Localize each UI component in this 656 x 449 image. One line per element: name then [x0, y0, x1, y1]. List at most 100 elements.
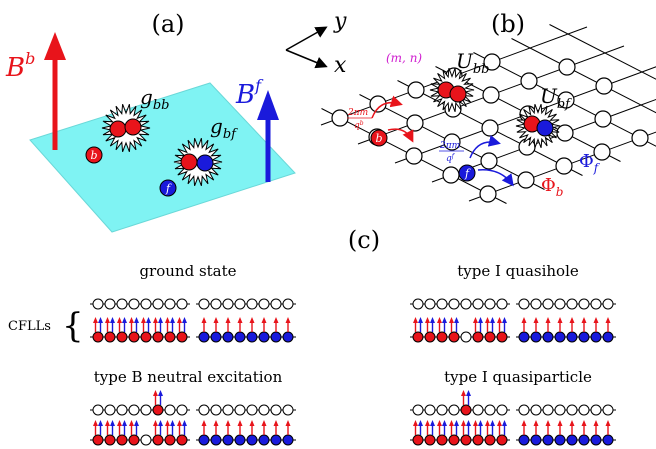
empty-orbital [578, 298, 590, 310]
flux-arrowhead [134, 317, 139, 323]
flux-arrowhead [105, 420, 110, 426]
flux-arrowhead [557, 317, 563, 323]
occupied-orbital [152, 404, 164, 416]
flux-arrowhead [122, 317, 127, 323]
flux-arrowhead [502, 420, 507, 426]
boson-letter: b [375, 132, 382, 145]
fermion-orbital [246, 434, 258, 446]
flux-arrowhead [182, 420, 187, 426]
boson-orbital [424, 434, 436, 446]
fermion-orbital [602, 331, 614, 343]
flux-arrowhead [485, 317, 490, 323]
boson-orbital [92, 434, 104, 446]
lattice-site [443, 133, 461, 151]
hop-f-arrow-1 [469, 135, 501, 159]
boson-particle [124, 118, 142, 136]
boson-orbital [104, 331, 116, 343]
x-axis-label: x [334, 53, 347, 78]
flux-arrowhead [473, 317, 478, 323]
empty-orbital [412, 404, 424, 416]
empty-orbital [530, 298, 542, 310]
fermion-orbital [198, 434, 210, 446]
cflls-label: CFLLs [8, 319, 51, 334]
flux-arrowhead [165, 420, 170, 426]
hop-b-phase: 2πm qb [347, 108, 372, 131]
flux-arrowhead [437, 317, 442, 323]
empty-orbital [258, 404, 270, 416]
fermion-orbital [566, 434, 578, 446]
boson-orbital [496, 434, 508, 446]
phi-b-label: Φb [541, 175, 563, 199]
fermion-orbital [210, 331, 222, 343]
flux-arrowhead [581, 317, 587, 323]
boson-orbital [472, 434, 484, 446]
panel-c-tag: (c) [348, 226, 380, 254]
boson-orbital [496, 331, 508, 343]
empty-orbital [198, 404, 210, 416]
flux-arrowhead [158, 420, 163, 426]
lattice-site [482, 86, 500, 104]
empty-orbital [554, 404, 566, 416]
fermion-orbital [602, 434, 614, 446]
flux-arrowhead [158, 390, 163, 396]
flux-arrowhead [237, 317, 243, 323]
flux-arrowhead [261, 317, 267, 323]
fermion-orbital [554, 434, 566, 446]
flux-arrowhead [261, 420, 267, 426]
flux-arrowhead [430, 317, 435, 323]
empty-orbital [566, 298, 578, 310]
empty-orbital [128, 298, 140, 310]
boson-orbital [424, 331, 436, 343]
boson-orbital [412, 434, 424, 446]
flux-arrowhead [605, 420, 611, 426]
lattice-site [483, 53, 501, 71]
flux-arrowhead [413, 420, 418, 426]
flux-arrowhead [521, 420, 527, 426]
fermion-orbital [578, 434, 590, 446]
flux-arrowhead [170, 317, 175, 323]
flux-arrowhead [533, 420, 539, 426]
flux-arrowhead [545, 420, 551, 426]
flux-arrowhead [605, 317, 611, 323]
fermion-orbital [198, 331, 210, 343]
empty-orbital [152, 298, 164, 310]
fermion-particle [458, 164, 476, 182]
flux-arrowhead [141, 317, 146, 323]
empty-orbital [92, 298, 104, 310]
config-title-quasihole: type I quasihole [457, 262, 579, 280]
empty-orbital [460, 331, 472, 343]
fermion-orbital [222, 434, 234, 446]
fermion-particle [159, 179, 177, 197]
boson-orbital [116, 331, 128, 343]
lattice-site [481, 119, 499, 137]
lattice-site [555, 157, 573, 175]
boson-orbital [152, 434, 164, 446]
flux-arrowhead [249, 317, 255, 323]
empty-orbital [436, 404, 448, 416]
flux-arrowhead [98, 317, 103, 323]
flux-arrowhead [201, 317, 207, 323]
g-bf-label: gbf [210, 114, 238, 142]
hop-f-arrow-2 [477, 169, 514, 187]
flux-arrowhead [249, 420, 255, 426]
flux-arrowhead [473, 420, 478, 426]
lattice-site [479, 185, 497, 203]
hop-b-arrow-1 [371, 95, 403, 119]
empty-orbital [246, 298, 258, 310]
flux-arrowhead [418, 317, 423, 323]
flux-arrowhead [490, 420, 495, 426]
empty-orbital [234, 404, 246, 416]
occupied-orbital [460, 404, 472, 416]
flux-arrowhead [442, 420, 447, 426]
boson-orbital [140, 331, 152, 343]
boson-orbital [436, 434, 448, 446]
fermion-orbital [578, 331, 590, 343]
flux-arrowhead [285, 317, 291, 323]
fermion-orbital [222, 331, 234, 343]
boson-orbital [92, 331, 104, 343]
flux-arrowhead [93, 317, 98, 323]
boson-orbital [484, 434, 496, 446]
empty-orbital [484, 298, 496, 310]
empty-orbital [412, 298, 424, 310]
flux-arrowhead [93, 420, 98, 426]
